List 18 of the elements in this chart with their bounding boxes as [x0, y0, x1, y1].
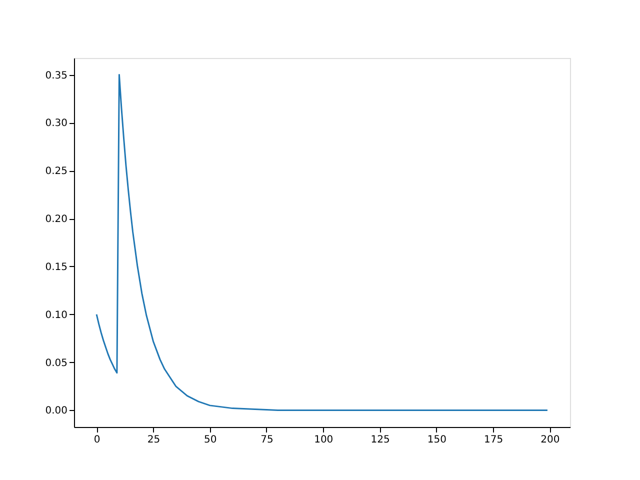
x-tick-label: 200 [540, 434, 560, 446]
x-tick-label: 50 [204, 434, 217, 446]
y-tick-label: 0.15 [45, 262, 68, 273]
x-tick-label: 25 [147, 434, 160, 446]
y-tick-label: 0.30 [45, 118, 68, 130]
x-tick-label: 75 [260, 434, 274, 446]
y-tick-label: 0.35 [45, 70, 68, 82]
x-tick-label: 175 [484, 434, 504, 446]
x-tick-label: 100 [314, 434, 334, 446]
x-tick-label: 150 [427, 434, 446, 446]
y-tick-label: 0.20 [45, 214, 68, 226]
y-tick-label: 0.10 [45, 310, 68, 321]
line-series [96, 74, 548, 411]
y-tick-label: 0.25 [45, 166, 68, 178]
y-tick-label: 0.05 [45, 358, 68, 369]
x-tick-label: 125 [370, 434, 390, 446]
y-tick-label: 0.00 [45, 406, 68, 417]
x-tick-label: 0 [94, 434, 100, 446]
